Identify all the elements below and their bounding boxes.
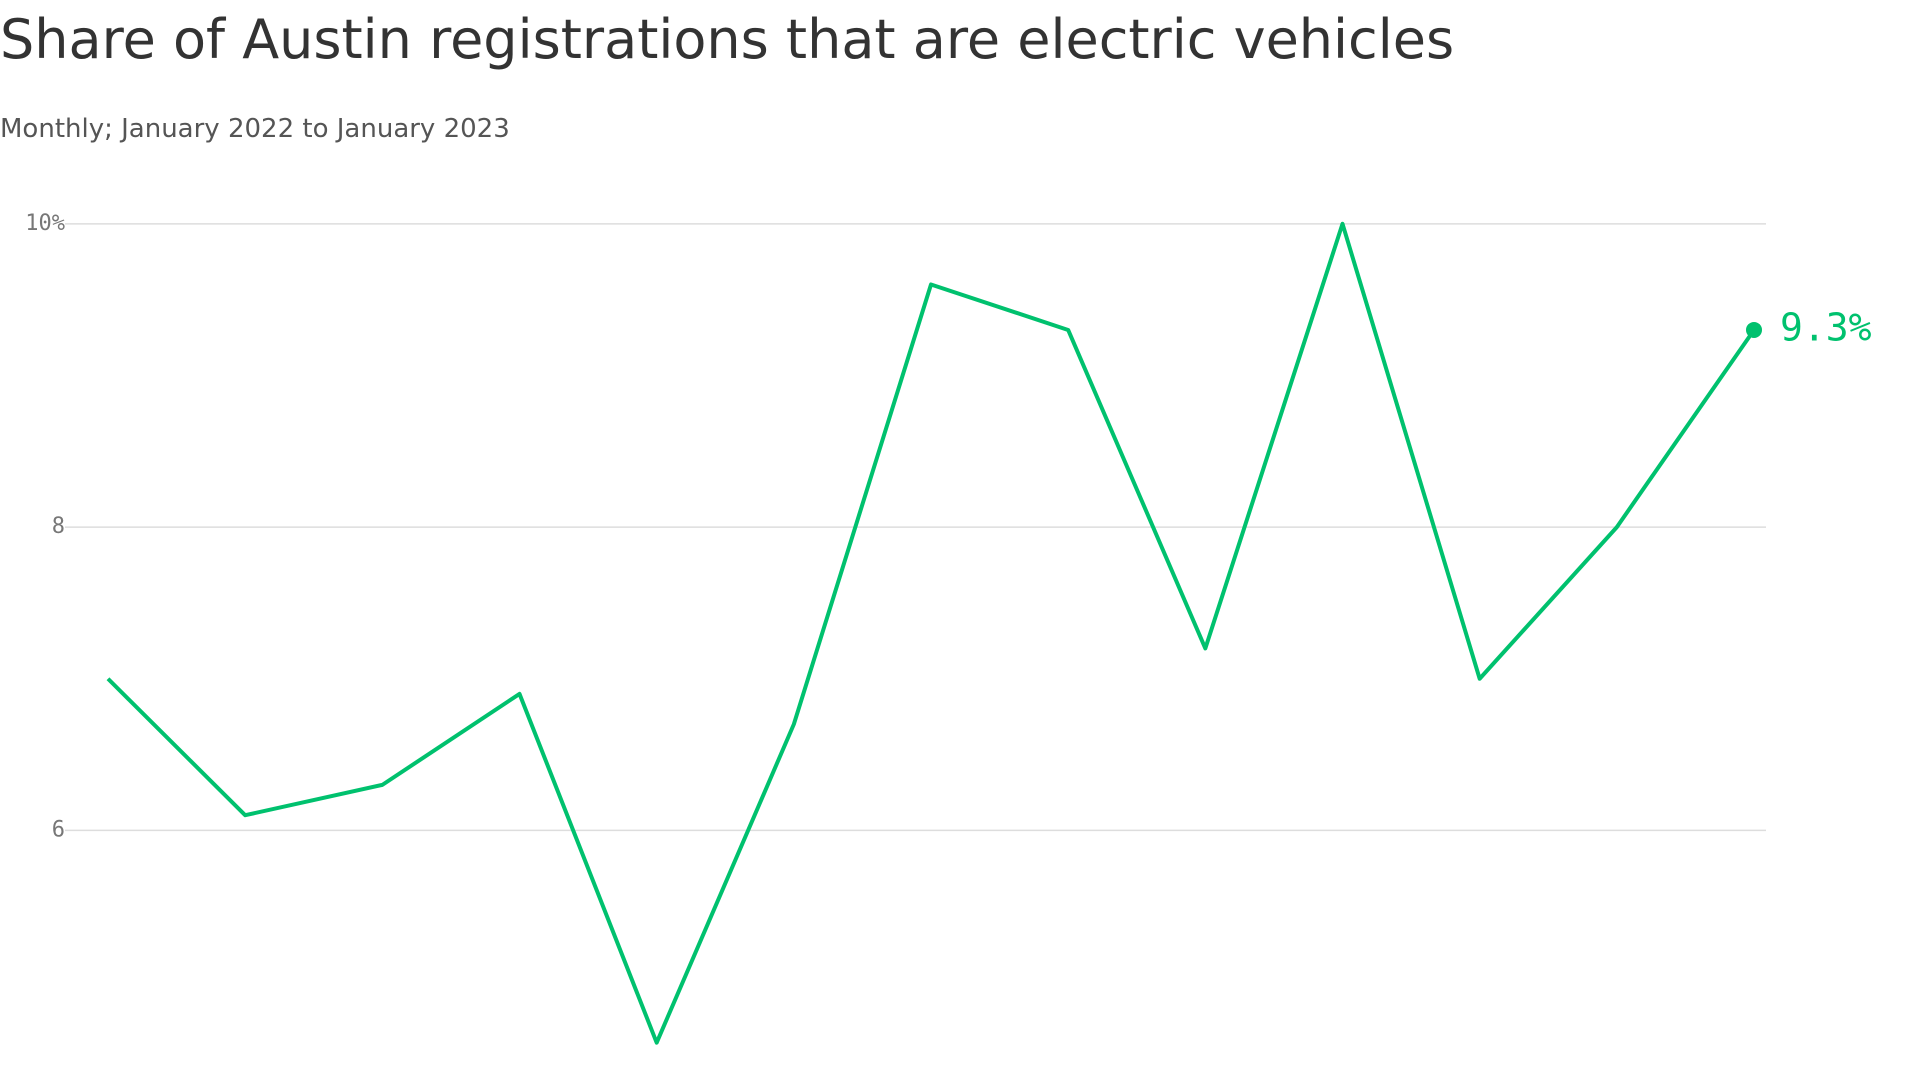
y-tick-label: 8 [52,514,65,539]
y-tick-label: 6 [52,817,65,842]
y-tick-label: 10% [25,211,65,236]
data-label: 9.3% [1780,305,1872,349]
chart-subtitle: Monthly; January 2022 to January 2023 [0,114,510,144]
data-line [106,221,1756,1045]
end-point [1746,321,1762,338]
chart-title: Share of Austin registrations that are e… [0,8,1454,71]
